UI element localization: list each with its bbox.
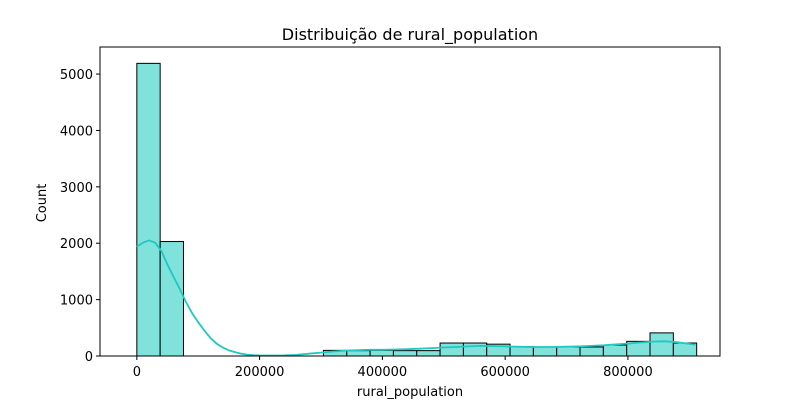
histogram-bar-10	[369, 349, 394, 357]
x-tick-label-3: 600000	[480, 365, 530, 380]
y-tick-label-0: 0	[85, 350, 93, 365]
x-tick-label-2: 400000	[358, 365, 408, 380]
x-axis-ticks: 0 200000 400000 600000 800000	[133, 356, 653, 380]
histogram-bar-18	[556, 346, 581, 357]
histogram-bar-9	[346, 350, 371, 357]
histogram-bar-13	[439, 342, 464, 357]
x-tick-label-0: 0	[133, 365, 141, 380]
kde-curve	[136, 239, 696, 357]
chart-title: Distribuição de rural_population	[282, 25, 538, 45]
histogram-bar-20	[602, 344, 628, 357]
plot-frame	[99, 46, 721, 357]
histogram-bar-16	[509, 346, 534, 357]
histogram-bar-0	[136, 62, 161, 357]
x-tick-label-4: 800000	[603, 365, 653, 380]
histogram-bar-19	[579, 346, 604, 357]
y-axis-ticks: 0 1000 2000 3000 4000 5000	[60, 68, 100, 365]
histogram-bar-22	[649, 332, 674, 357]
histogram-bar-14	[462, 342, 488, 357]
y-axis-label: Count	[35, 184, 50, 223]
histogram-bar-12	[416, 350, 441, 357]
y-tick-label-4: 4000	[60, 124, 93, 139]
y-tick-label-1: 1000	[60, 294, 93, 309]
y-tick-label-3: 3000	[60, 181, 93, 196]
y-tick-label-5: 5000	[60, 68, 93, 83]
x-tick-label-1: 200000	[235, 365, 285, 380]
x-axis-label: rural_population	[357, 385, 463, 400]
histogram-bar-11	[392, 350, 418, 357]
y-tick-label-2: 2000	[60, 237, 93, 252]
histogram-bar-1	[159, 241, 184, 357]
histogram-bar-17	[532, 346, 558, 357]
